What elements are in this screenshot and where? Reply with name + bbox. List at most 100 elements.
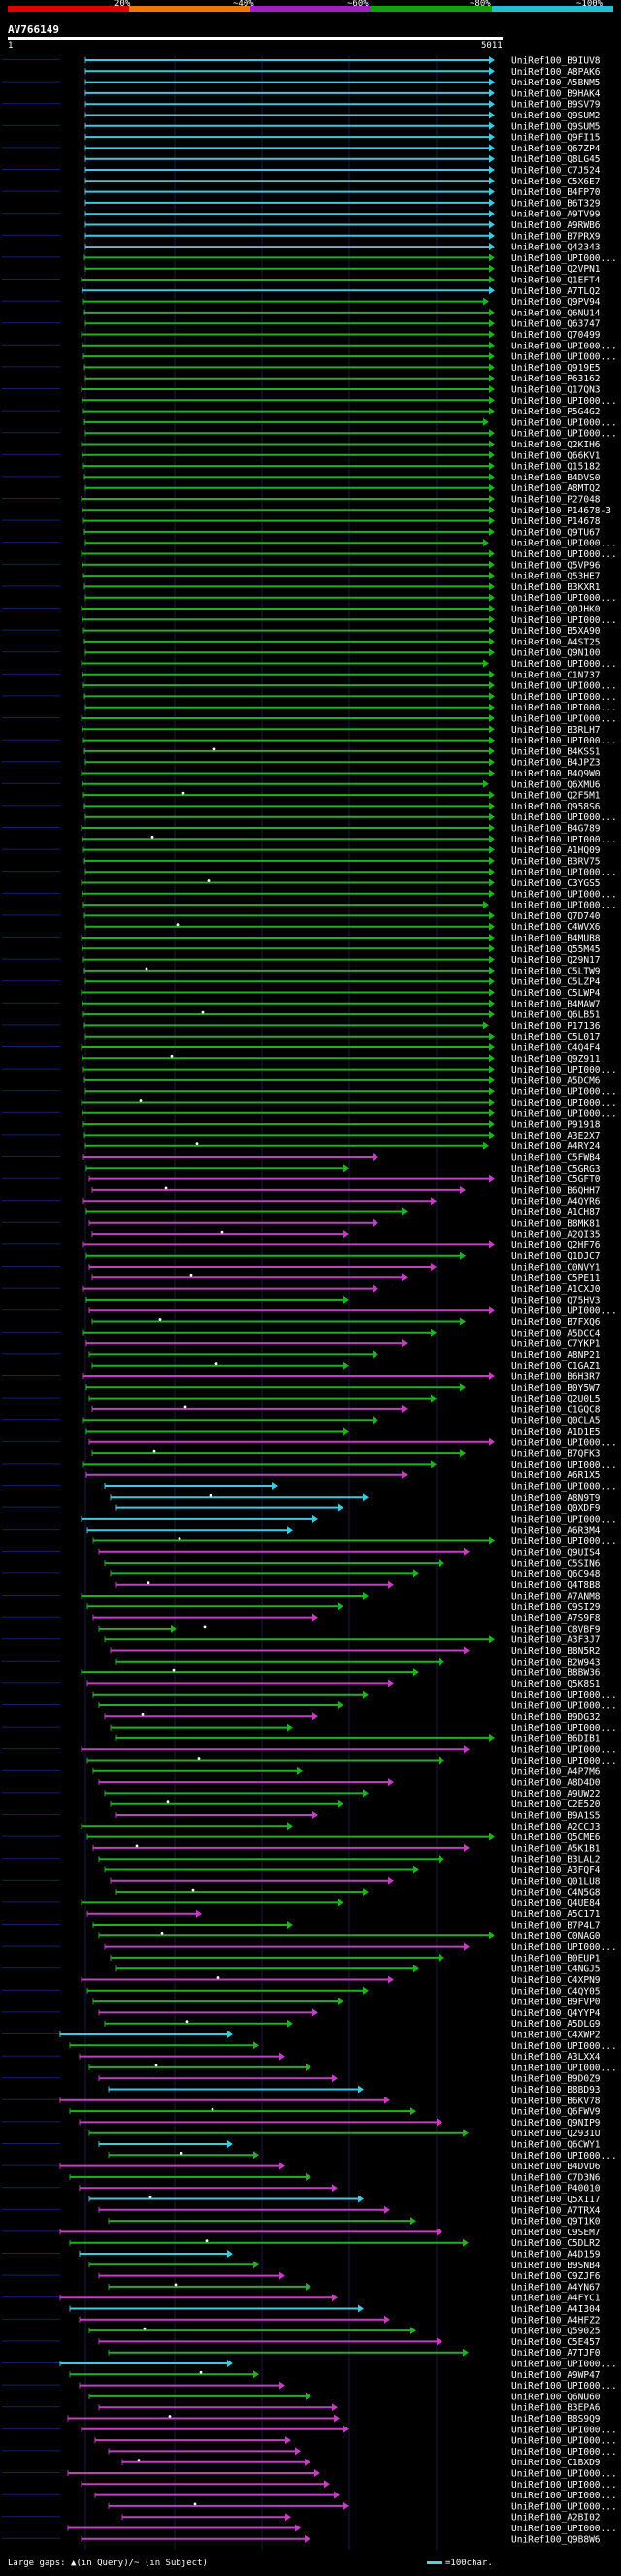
alignment-row[interactable]: UniRef100_Q2KIH6 [81,440,601,450]
alignment-row[interactable]: UniRef100_C5DLR2 [69,2238,601,2249]
alignment-row[interactable]: UniRef100_A9WP47 [69,2370,601,2381]
alignment-row[interactable]: UniRef100_A3LXX4 [79,2052,601,2063]
alignment-row[interactable]: UniRef100_B5XA90 [82,626,601,637]
alignment-row[interactable]: UniRef100_Q6XMU6 [82,779,601,790]
alignment-row[interactable]: UniRef100_B9FVP0 [92,1998,601,2008]
alignment-row[interactable]: UniRef100_A1D1E5 [85,1427,601,1437]
alignment-row[interactable]: UniRef100_UPI000... [88,1306,617,1317]
hit-label[interactable]: UniRef100_Q29N17 [511,955,601,966]
hit-label[interactable]: UniRef100_C4Q4F4 [511,1043,601,1054]
alignment-row[interactable]: UniRef100_A5BNM5 [84,78,601,88]
hit-label[interactable]: UniRef100_Q2VPN1 [511,264,601,275]
hit-label[interactable]: UniRef100_UPI000... [511,868,617,878]
hit-label[interactable]: UniRef100_A4RY24 [511,1141,601,1152]
hit-label[interactable]: UniRef100_A3E2X7 [511,1131,601,1141]
hit-label[interactable]: UniRef100_A4I304 [511,2304,601,2315]
alignment-row[interactable]: UniRef100_Q9Z911 [82,1054,601,1065]
hit-label[interactable]: UniRef100_UPI000... [511,1536,617,1547]
hit-label[interactable]: UniRef100_C9SI29 [511,1602,601,1613]
alignment-row[interactable]: UniRef100_B8BW36 [81,1668,601,1679]
alignment-row[interactable]: UniRef100_UPI000... [81,2480,617,2491]
alignment-row[interactable]: UniRef100_Q5CME6 [86,1833,601,1843]
alignment-row[interactable]: UniRef100_C1GAZ1 [91,1361,601,1371]
alignment-row[interactable]: UniRef100_UPI000... [94,2436,617,2447]
hit-label[interactable]: UniRef100_A5DLG9 [511,2019,601,2030]
alignment-row[interactable]: UniRef100_UPI000... [81,659,617,670]
alignment-row[interactable]: UniRef100_C0NAG0 [98,1932,601,1942]
alignment-row[interactable]: UniRef100_B7PRX9 [84,231,601,242]
hit-label[interactable]: UniRef100_A9WP47 [511,2370,601,2381]
hit-label[interactable]: UniRef100_A3F3J7 [511,1635,601,1646]
hit-label[interactable]: UniRef100_UPI000... [511,2436,617,2447]
hit-label[interactable]: UniRef100_Q15182 [511,462,601,473]
hit-label[interactable]: UniRef100_Q67ZP4 [511,144,601,154]
hit-label[interactable]: UniRef100_Q9PV94 [511,297,601,308]
hit-label[interactable]: UniRef100_C5LTW9 [511,966,601,976]
alignment-row[interactable]: UniRef100_Q9SUM2 [84,111,601,121]
hit-label[interactable]: UniRef100_UPI000... [511,1306,617,1317]
alignment-row[interactable]: UniRef100_C5X6E7 [84,177,601,187]
hit-label[interactable]: UniRef100_A4QYR6 [511,1197,601,1207]
alignment-row[interactable]: UniRef100_Q75HV3 [85,1295,601,1305]
hit-label[interactable]: UniRef100_B4MUB8 [511,934,601,944]
alignment-row[interactable]: UniRef100_Q17QN3 [81,385,601,396]
hit-label[interactable]: UniRef100_A6R1X5 [511,1470,601,1481]
hit-label[interactable]: UniRef100_UPI000... [511,2480,617,2491]
alignment-row[interactable]: UniRef100_B3EPA6 [98,2403,601,2414]
alignment-row[interactable]: UniRef100_C5GFT0 [88,1174,601,1185]
alignment-row[interactable]: UniRef100_C8VBF9 [98,1624,601,1635]
hit-label[interactable]: UniRef100_B4DVS0 [511,473,601,483]
hit-label[interactable]: UniRef100_A4YN67 [511,2282,601,2293]
alignment-row[interactable]: UniRef100_A1HQ09 [82,845,601,856]
alignment-row[interactable]: UniRef100_C4WVX6 [84,922,601,933]
hit-label[interactable]: UniRef100_B4G789 [511,824,601,835]
hit-label[interactable]: UniRef100_Q0CLA5 [511,1416,601,1427]
hit-label[interactable]: UniRef100_A9TV99 [511,210,601,220]
hit-label[interactable]: UniRef100_Q6XMU6 [511,779,601,790]
alignment-row[interactable]: UniRef100_UPI000... [82,352,617,363]
alignment-row[interactable]: UniRef100_Q0XDF9 [115,1503,601,1514]
hit-label[interactable]: UniRef100_UPI000... [511,1437,617,1448]
alignment-row[interactable]: UniRef100_Q7D740 [83,911,601,922]
hit-label[interactable]: UniRef100_C0NVY1 [511,1263,601,1273]
hit-label[interactable]: UniRef100_C5PE11 [511,1273,601,1284]
hit-label[interactable]: UniRef100_UPI000... [511,2524,617,2534]
hit-label[interactable]: UniRef100_Q1DJC7 [511,1251,601,1262]
alignment-row[interactable]: UniRef100_UPI000... [79,2381,617,2392]
hit-label[interactable]: UniRef100_C1BXD9 [511,2458,601,2468]
hit-label[interactable]: UniRef100_UPI000... [511,253,617,264]
hit-label[interactable]: UniRef100_B4Q9W0 [511,769,601,779]
hit-label[interactable]: UniRef100_UPI000... [511,593,617,604]
alignment-row[interactable]: UniRef100_A3F3J7 [104,1635,601,1646]
hit-label[interactable]: UniRef100_UPI000... [511,736,617,746]
hit-label[interactable]: UniRef100_B6QHH7 [511,1185,601,1196]
hit-label[interactable]: UniRef100_Q9SUM5 [511,121,601,132]
alignment-row[interactable]: UniRef100_A4D159 [79,2250,601,2261]
alignment-row[interactable]: UniRef100_C4QY05 [86,1986,601,1997]
alignment-row[interactable]: UniRef100_Q5X117 [88,2195,601,2205]
alignment-row[interactable]: UniRef100_Q55M45 [82,944,601,955]
hit-label[interactable]: UniRef100_B9SNB4 [511,2261,601,2271]
alignment-row[interactable]: UniRef100_C9SEM7 [59,2228,601,2238]
hit-label[interactable]: UniRef100_Q55M45 [511,944,601,955]
hit-label[interactable]: UniRef100_P14678-3 [511,506,611,516]
alignment-row[interactable]: UniRef100_UPI000... [84,1087,617,1098]
hit-label[interactable]: UniRef100_A5DCC4 [511,1328,601,1338]
hit-label[interactable]: UniRef100_Q6FWV9 [511,2107,601,2118]
alignment-row[interactable]: UniRef100_B8MK81 [88,1218,601,1229]
hit-label[interactable]: UniRef100_Q70499 [511,330,601,341]
alignment-row[interactable]: UniRef100_Q9B8W6 [81,2534,601,2545]
hit-label[interactable]: UniRef100_B3RV75 [511,856,601,867]
hit-label[interactable]: UniRef100_B6H3R7 [511,1372,601,1383]
hit-label[interactable]: UniRef100_Q9NIP9 [511,2118,601,2129]
alignment-row[interactable]: UniRef100_UPI000... [83,253,617,264]
hit-label[interactable]: UniRef100_A5BNM5 [511,78,601,88]
alignment-row[interactable]: UniRef100_UPI000... [110,1723,617,1734]
alignment-row[interactable]: UniRef100_B4MUB8 [81,934,601,944]
alignment-row[interactable]: UniRef100_B2W943 [115,1657,601,1668]
alignment-row[interactable]: UniRef100_C4XWP2 [59,2031,601,2041]
alignment-row[interactable]: UniRef100_UPI000... [84,429,617,440]
hit-label[interactable]: UniRef100_B4MAW7 [511,999,601,1009]
alignment-row[interactable]: UniRef100_UPI000... [84,868,617,878]
alignment-row[interactable]: UniRef100_UPI000... [84,812,617,823]
